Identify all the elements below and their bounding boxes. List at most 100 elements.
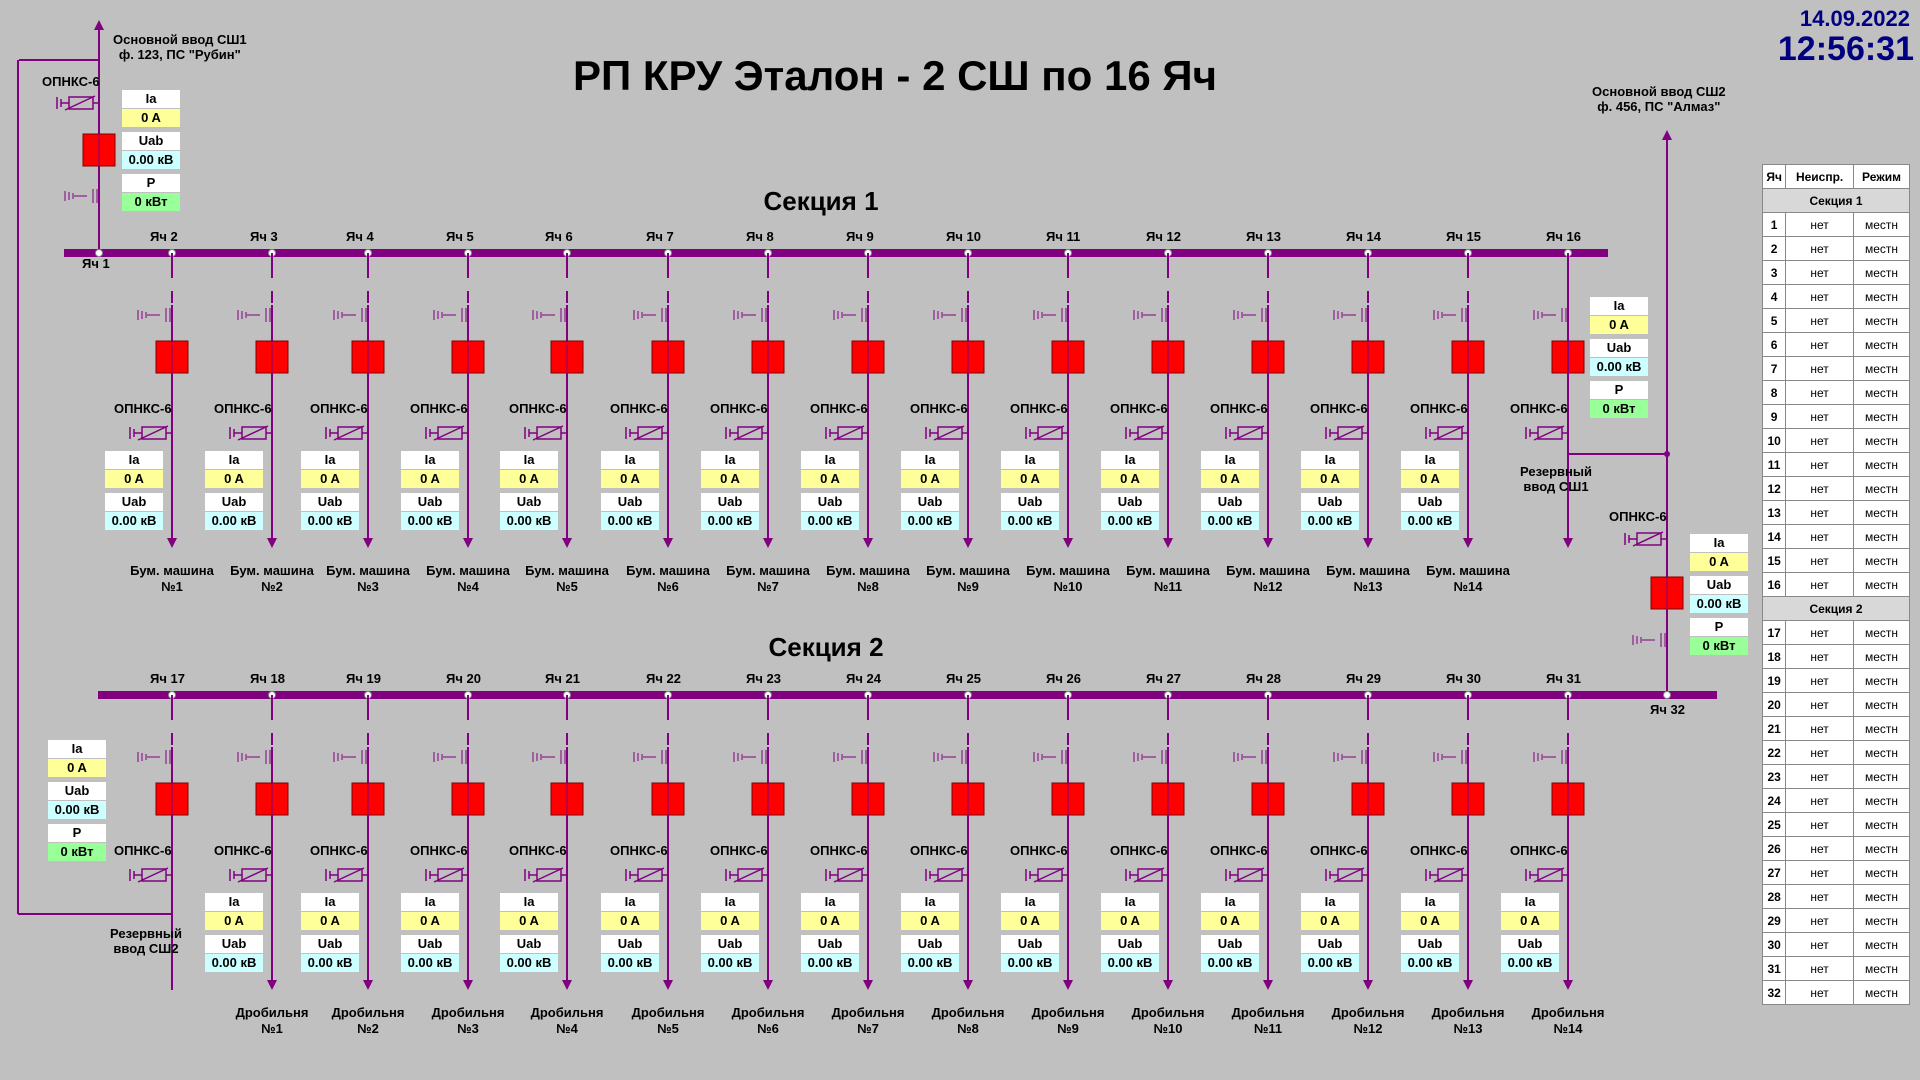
ia-value: 0 A bbox=[1101, 470, 1159, 488]
cell-number: 29 bbox=[1761, 908, 1787, 933]
header-mode: Режим bbox=[1852, 164, 1911, 189]
feeder-number: №12 bbox=[1253, 579, 1283, 594]
uab-label: Uab bbox=[301, 935, 359, 953]
uab-label: Uab bbox=[1301, 935, 1359, 953]
fault-status: нет bbox=[1785, 620, 1854, 645]
feeder-number: №8 bbox=[857, 579, 879, 594]
feeder-label: Дробильня №5 bbox=[618, 1005, 718, 1037]
arrester-label: ОПНКС-6 bbox=[214, 401, 272, 416]
table-row: 26 нет местн bbox=[1761, 836, 1911, 861]
uab-label: Uab bbox=[1101, 935, 1159, 953]
arrester-label: ОПНКС-6 bbox=[509, 401, 567, 416]
table-row: 17 нет местн bbox=[1761, 620, 1911, 645]
ia-value: 0 A bbox=[105, 470, 163, 488]
mode: местн bbox=[1852, 428, 1911, 453]
p-label: P bbox=[1690, 618, 1748, 636]
mode: местн bbox=[1852, 284, 1911, 309]
fault-status: нет bbox=[1785, 716, 1854, 741]
cell-number: 2 bbox=[1761, 236, 1787, 261]
feeder-label: Бум. машина №8 bbox=[818, 563, 918, 595]
uab-label: Uab bbox=[1301, 493, 1359, 511]
header-fault: Неиспр. bbox=[1785, 164, 1854, 189]
feeder-number: №8 bbox=[957, 1021, 979, 1036]
feeder-number: №5 bbox=[556, 579, 578, 594]
feeder-number: №6 bbox=[757, 1021, 779, 1036]
cell-number: 32 bbox=[1761, 980, 1787, 1005]
ia-label: Ia bbox=[105, 451, 163, 469]
ia-label: Ia bbox=[48, 740, 106, 758]
cell-number: 20 bbox=[1761, 692, 1787, 717]
table-row: 6 нет местн bbox=[1761, 332, 1911, 357]
arrow-down-icon bbox=[463, 538, 473, 548]
feeder-name: Бум. машина bbox=[826, 563, 910, 578]
fault-status: нет bbox=[1785, 740, 1854, 765]
p-label: P bbox=[48, 824, 106, 842]
arrester-label: ОПНКС-6 bbox=[1010, 843, 1068, 858]
arrow-down-icon bbox=[863, 980, 873, 990]
ia-value: 0 A bbox=[801, 912, 859, 930]
cell-number: 13 bbox=[1761, 500, 1787, 525]
mode: местн bbox=[1852, 860, 1911, 885]
cell-label: Яч 24 bbox=[846, 671, 881, 686]
cell-label: Яч 26 bbox=[1046, 671, 1081, 686]
measurement-panel: Ia 0 A Uab 0.00 кВ bbox=[1201, 451, 1259, 535]
uab-value: 0.00 кВ bbox=[122, 151, 180, 169]
arrester-diag bbox=[433, 425, 465, 441]
uab-label: Uab bbox=[301, 493, 359, 511]
ia-value: 0 A bbox=[1001, 470, 1059, 488]
p-value: 0 кВт bbox=[48, 843, 106, 861]
status-section-label: Секция 2 bbox=[1762, 596, 1910, 621]
uab-label: Uab bbox=[401, 493, 459, 511]
ia-value: 0 A bbox=[1201, 470, 1259, 488]
feeder-number: №7 bbox=[757, 579, 779, 594]
ia-value: 0 A bbox=[701, 470, 759, 488]
feeder-number: №5 bbox=[657, 1021, 679, 1036]
fault-status: нет bbox=[1785, 932, 1854, 957]
feeder-label: Дробильня №13 bbox=[1418, 1005, 1518, 1037]
arrow-down-icon bbox=[363, 538, 373, 548]
arrester-label: ОПНКС-6 bbox=[1110, 843, 1168, 858]
ia-value: 0 A bbox=[1401, 912, 1459, 930]
measurement-panel: Ia 0 A Uab 0.00 кВ bbox=[901, 451, 959, 535]
table-row: 2 нет местн bbox=[1761, 236, 1911, 261]
uab-value: 0.00 кВ bbox=[500, 954, 558, 972]
table-row: 8 нет местн bbox=[1761, 380, 1911, 405]
arrester-diag bbox=[532, 425, 564, 441]
feeder-name: Дробильня bbox=[831, 1005, 905, 1020]
cell-label: Яч 7 bbox=[646, 229, 674, 244]
uab-label: Uab bbox=[1590, 339, 1648, 357]
ia-value: 0 A bbox=[48, 759, 106, 777]
p-label: P bbox=[122, 174, 180, 192]
arrester-diag bbox=[1333, 867, 1365, 883]
uab-value: 0.00 кВ bbox=[1101, 512, 1159, 530]
cell-number: 15 bbox=[1761, 548, 1787, 573]
uab-value: 0.00 кВ bbox=[205, 954, 263, 972]
feeder-name: Бум. машина bbox=[1126, 563, 1210, 578]
cell-label: Яч 30 bbox=[1446, 671, 1481, 686]
cell-label: Яч 21 bbox=[545, 671, 580, 686]
cell-number: 7 bbox=[1761, 356, 1787, 381]
cell-label: Яч 12 bbox=[1146, 229, 1181, 244]
feeder-number: №4 bbox=[556, 1021, 578, 1036]
uab-label: Uab bbox=[1201, 493, 1259, 511]
arrester-diag bbox=[1033, 425, 1065, 441]
uab-value: 0.00 кВ bbox=[401, 512, 459, 530]
fault-status: нет bbox=[1785, 260, 1854, 285]
ia-value: 0 A bbox=[1201, 912, 1259, 930]
feeder-name: Бум. машина bbox=[230, 563, 314, 578]
ia-label: Ia bbox=[701, 451, 759, 469]
table-row: 28 нет местн bbox=[1761, 884, 1911, 909]
arrow-down-icon bbox=[863, 538, 873, 548]
arrester-label: ОПНКС-6 bbox=[810, 401, 868, 416]
arrester-diag bbox=[833, 867, 865, 883]
main-input-2-line2: ф. 456, ПС "Алмаз" bbox=[1597, 99, 1721, 114]
arrow-down-icon bbox=[963, 538, 973, 548]
feeder-label: Бум. машина №2 bbox=[222, 563, 322, 595]
mode: местн bbox=[1852, 452, 1911, 477]
feeder-label: Дробильня №1 bbox=[222, 1005, 322, 1037]
feeder-name: Дробильня bbox=[1431, 1005, 1505, 1020]
ia-value: 0 A bbox=[601, 470, 659, 488]
fault-status: нет bbox=[1785, 692, 1854, 717]
arrow-down-icon bbox=[1363, 980, 1373, 990]
table-row: 5 нет местн bbox=[1761, 308, 1911, 333]
